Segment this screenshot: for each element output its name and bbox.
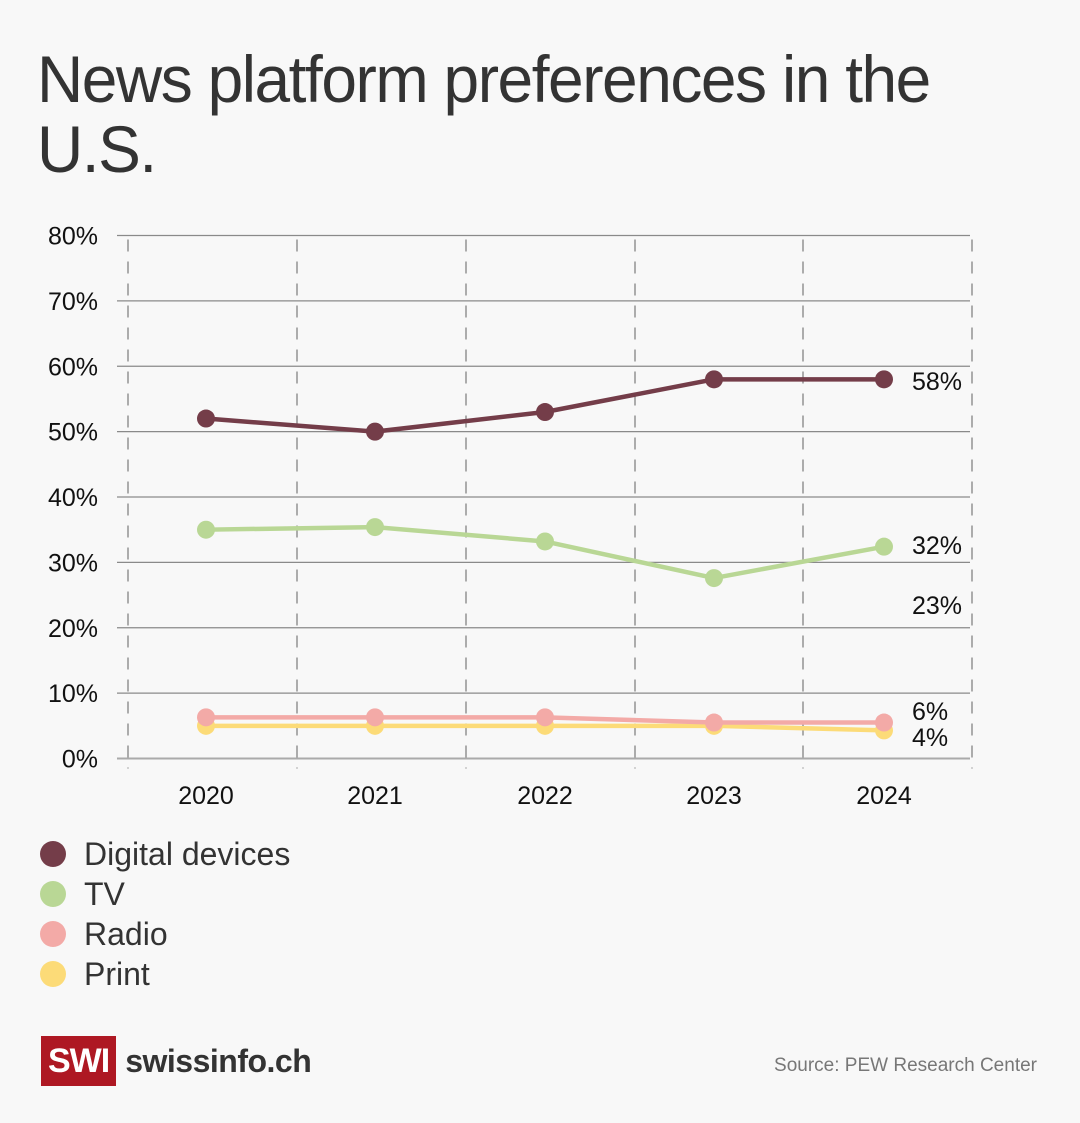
x-tick-label: 2023 bbox=[686, 782, 742, 810]
data-point-radio-2020 bbox=[197, 708, 215, 727]
y-tick-label: 10% bbox=[48, 680, 98, 708]
data-point-digital-devices-2024 bbox=[875, 370, 893, 389]
data-point-radio-2021 bbox=[366, 708, 384, 727]
y-tick-label: 20% bbox=[48, 615, 98, 643]
logo-wordmark: swissinfo.ch bbox=[125, 1042, 312, 1079]
data-point-tv-2020 bbox=[197, 520, 215, 539]
data-point-digital-devices-2023 bbox=[705, 370, 723, 389]
swissinfo-logo[interactable]: SWI swissinfo.ch bbox=[41, 1036, 312, 1086]
data-point-tv-2021 bbox=[366, 518, 384, 537]
legend-dot-icon bbox=[40, 881, 66, 907]
y-axis-tick-labels: 0% 10% 20% 30% 40% 50% 60% 70% 80% bbox=[48, 223, 98, 774]
horizontal-gridlines bbox=[117, 234, 970, 760]
legend-label: Print bbox=[84, 956, 150, 992]
legend-label: TV bbox=[84, 876, 125, 912]
y-tick-label: 40% bbox=[48, 484, 98, 512]
y-tick-label: 30% bbox=[48, 549, 98, 577]
chart-title: News platform preferences in the U.S. bbox=[37, 42, 931, 186]
legend-item-tv: TV bbox=[40, 874, 290, 914]
swi-logo-mark: SWI bbox=[41, 1036, 117, 1086]
series-tv bbox=[197, 518, 893, 588]
y-tick-label: 80% bbox=[48, 223, 98, 251]
end-value-labels: 58% 32% 23% 6%4% bbox=[912, 368, 962, 752]
source-note: Source: PEW Research Center bbox=[774, 1055, 1037, 1076]
legend-dot-icon bbox=[40, 961, 66, 987]
y-tick-label: 70% bbox=[48, 288, 98, 316]
legend-dot-icon bbox=[40, 921, 66, 947]
x-tick-label: 2021 bbox=[347, 782, 403, 810]
legend-item-print: Print bbox=[40, 954, 290, 994]
x-axis-tick-labels: 2020 2021 2022 2023 2024 bbox=[178, 782, 912, 810]
data-point-digital-devices-2020 bbox=[197, 409, 215, 428]
y-tick-label: 0% bbox=[62, 746, 98, 774]
line-chart: 0%10%20%30%40%50%60%70%80% 2020 2021 2022 2… bbox=[48, 223, 973, 810]
data-point-radio-2024 bbox=[875, 713, 893, 732]
data-point-digital-devices-2021 bbox=[366, 422, 384, 441]
y-tick-label: 60% bbox=[48, 353, 98, 381]
end-label: 32% bbox=[912, 532, 962, 560]
end-label: 23% bbox=[912, 592, 962, 620]
series-digital-devices bbox=[197, 370, 893, 441]
x-tick-label: 2024 bbox=[856, 782, 912, 810]
data-point-radio-2023 bbox=[705, 713, 723, 732]
vertical-gridlines bbox=[127, 235, 973, 769]
series-radio bbox=[197, 708, 893, 732]
x-tick-label: 2022 bbox=[517, 782, 573, 810]
y-tick-label: 50% bbox=[48, 419, 98, 447]
legend-label: Radio bbox=[84, 916, 168, 952]
legend-item-digital-devices: Digital devices bbox=[40, 834, 290, 874]
end-label: 58% bbox=[912, 368, 962, 396]
x-tick-label: 2020 bbox=[178, 782, 234, 810]
legend-item-radio: Radio bbox=[40, 914, 290, 954]
data-point-digital-devices-2022 bbox=[536, 403, 554, 422]
legend-label: Digital devices bbox=[84, 836, 291, 872]
data-point-tv-2023 bbox=[705, 569, 723, 588]
series-lines bbox=[197, 370, 893, 740]
data-point-tv-2022 bbox=[536, 532, 554, 551]
end-label: 6% bbox=[912, 698, 948, 726]
legend-dot-icon bbox=[40, 841, 66, 867]
data-point-tv-2024 bbox=[875, 537, 893, 556]
end-label: 4% bbox=[912, 724, 948, 752]
legend: Digital devices TV Radio Print bbox=[40, 834, 290, 994]
data-point-radio-2022 bbox=[536, 708, 554, 727]
